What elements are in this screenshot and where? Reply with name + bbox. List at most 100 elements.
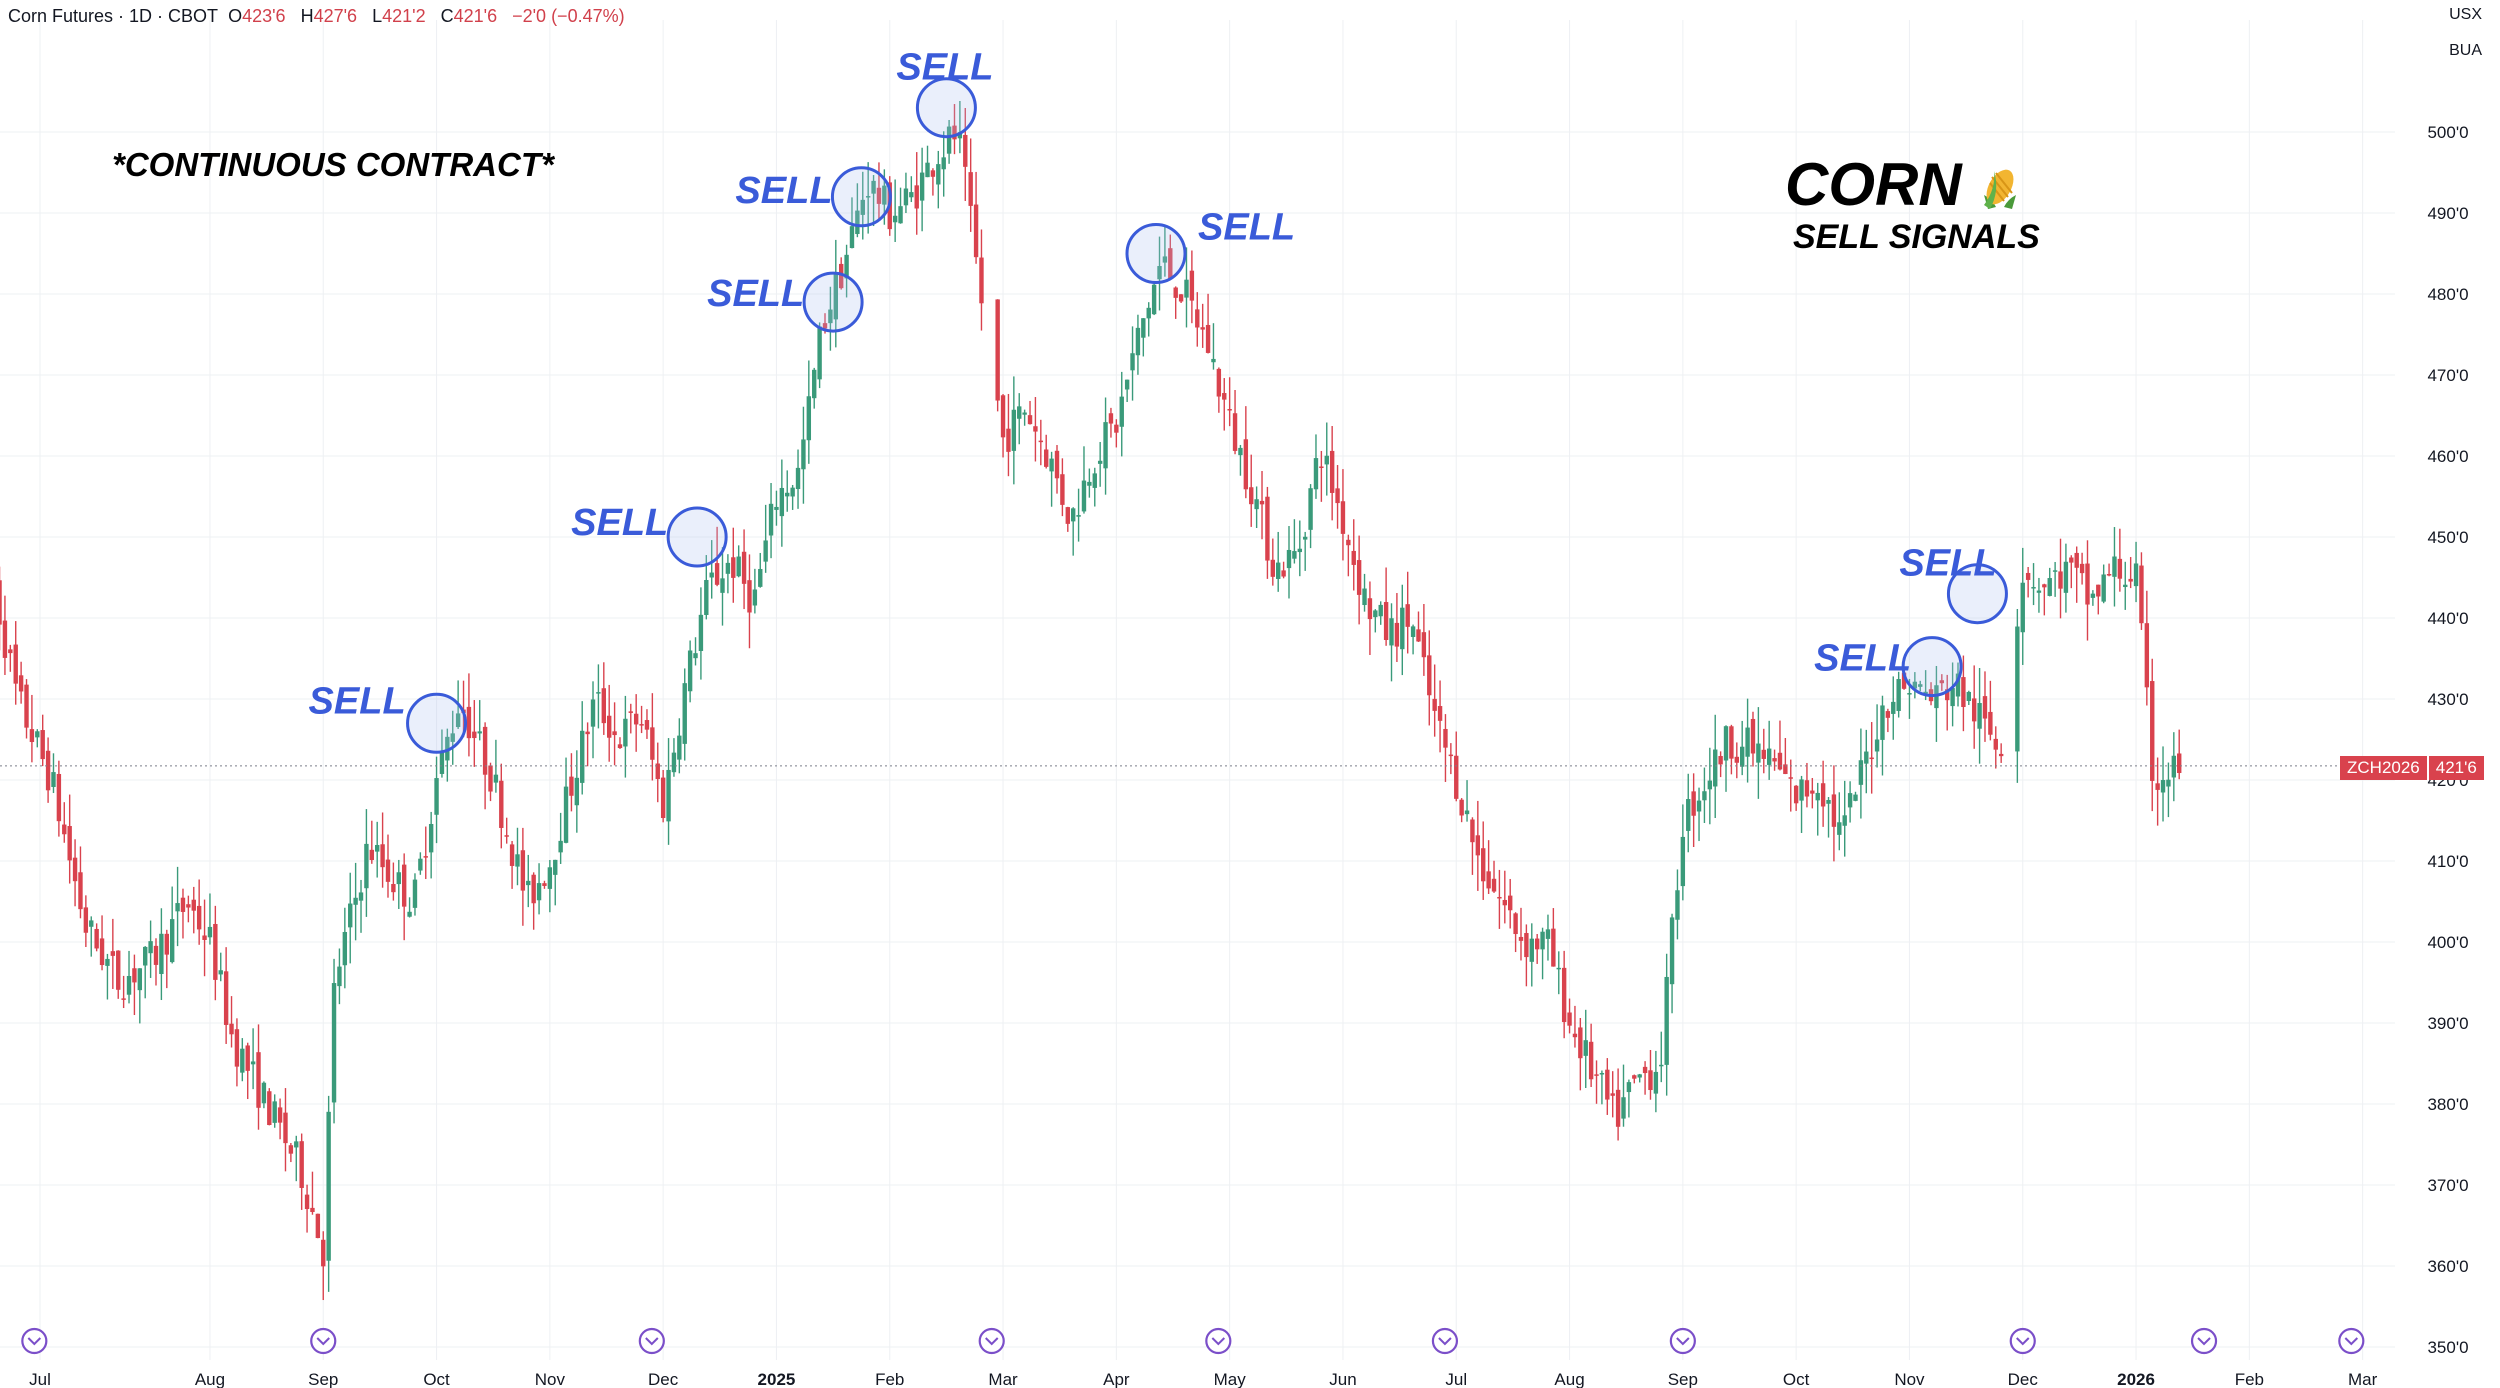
candle: [720, 547, 725, 626]
candle: [687, 640, 693, 703]
candle: [1869, 722, 1874, 794]
candle: [1988, 680, 1993, 741]
candle: [1481, 821, 1486, 900]
sell-signal-circle: [1125, 223, 1187, 284]
last-price-badge[interactable]: ZCH2026 421'6: [2340, 756, 2484, 780]
candle: [1961, 655, 1966, 732]
candle: [1891, 676, 1896, 740]
candle: [1567, 998, 1572, 1034]
candle: [531, 872, 536, 930]
candle: [1588, 1023, 1594, 1088]
candle: [1648, 1049, 1653, 1100]
candle: [1864, 729, 1869, 794]
candle: [1367, 581, 1373, 655]
event-marker-icon[interactable]: [1431, 1327, 1459, 1355]
candle: [973, 171, 979, 264]
candle: [229, 996, 234, 1048]
candle: [639, 705, 644, 734]
candle: [1815, 782, 1820, 836]
candle: [67, 794, 72, 884]
change-value: −2'0 (−0.47%): [512, 6, 625, 26]
event-marker-icon[interactable]: [310, 1327, 337, 1355]
candle: [1626, 1079, 1632, 1118]
sell-signal-circle: [802, 271, 864, 333]
event-marker-icon[interactable]: [978, 1327, 1005, 1355]
chart-header: Corn Futures · 1D · CBOT O423'6 H427'6 L…: [8, 6, 635, 27]
candle: [1243, 406, 1249, 499]
candle: [358, 879, 364, 933]
candle: [1518, 907, 1524, 961]
candle: [1534, 934, 1540, 964]
candle: [445, 728, 450, 782]
event-marker-icon[interactable]: [21, 1327, 48, 1355]
candle: [1103, 397, 1108, 495]
candle: [898, 187, 903, 224]
event-marker-icon[interactable]: [1205, 1327, 1232, 1355]
time-axis[interactable]: Jul Aug Sep Oct Nov Dec 2025 Feb Mar Apr May Jun Jul…: [29, 1370, 2377, 1388]
candle: [105, 953, 110, 1000]
y-tick-label: 370'0: [2427, 1176, 2468, 1195]
price-axis[interactable]: 350'0360'0370'0380'0390'0400'0410'0420'0…: [2427, 123, 2468, 1357]
candle: [1734, 742, 1740, 779]
currency-label[interactable]: USX: [2449, 6, 2482, 23]
candle: [1027, 400, 1033, 425]
sell-signal: SELL: [707, 271, 864, 333]
candle: [542, 880, 547, 889]
candle: [1858, 728, 1864, 819]
sell-signal-circle: [915, 77, 977, 139]
x-tick-label: Apr: [1103, 1370, 1130, 1388]
candle: [1000, 394, 1006, 458]
candle: [375, 821, 380, 878]
candle: [1508, 878, 1513, 929]
event-markers[interactable]: [21, 1327, 2365, 1355]
candle: [1329, 426, 1335, 521]
candle: [585, 722, 590, 767]
event-marker-icon[interactable]: [2338, 1327, 2365, 1355]
event-marker-icon[interactable]: [2190, 1327, 2218, 1355]
candle: [1632, 1074, 1637, 1084]
candle: [817, 322, 822, 389]
candle: [1443, 714, 1448, 782]
candle: [790, 484, 795, 510]
y-tick-label: 440'0: [2427, 609, 2468, 628]
candle: [1205, 293, 1211, 354]
candle: [353, 862, 358, 941]
candle: [1502, 870, 1508, 924]
event-marker-icon[interactable]: [638, 1327, 665, 1355]
x-tick-label: Aug: [195, 1370, 225, 1388]
symbol-title[interactable]: Corn Futures · 1D · CBOT: [8, 6, 219, 26]
event-marker-icon[interactable]: [2009, 1327, 2036, 1355]
candle: [941, 131, 946, 197]
candle: [1605, 1058, 1610, 1115]
candle: [1675, 869, 1680, 940]
candle: [1718, 751, 1723, 778]
unit-label[interactable]: BUA: [2449, 42, 2482, 59]
candle: [267, 1088, 272, 1126]
candle: [472, 700, 477, 767]
candle: [396, 859, 401, 909]
candle: [1529, 923, 1534, 987]
candle: [623, 695, 628, 778]
candle: [1788, 759, 1793, 812]
candle: [1038, 419, 1044, 466]
candle: [186, 895, 191, 923]
candle: [536, 863, 542, 915]
candle: [1356, 535, 1362, 625]
candle: [698, 587, 704, 680]
sell-signal: SELL: [571, 502, 728, 568]
event-marker-icon[interactable]: [1669, 1327, 1696, 1355]
candle: [1470, 817, 1475, 875]
candle: [1249, 454, 1254, 527]
candle: [1448, 743, 1454, 775]
candle: [1739, 720, 1745, 776]
candle: [1955, 662, 1961, 707]
candle: [2160, 746, 2166, 822]
sell-signal-label: SELL: [735, 170, 832, 212]
candle: [2139, 552, 2144, 630]
x-tick-label: Oct: [423, 1370, 450, 1388]
candle: [191, 886, 196, 934]
candle: [693, 637, 698, 666]
x-tick-label: Nov: [535, 1370, 566, 1388]
candle: [1686, 773, 1691, 853]
